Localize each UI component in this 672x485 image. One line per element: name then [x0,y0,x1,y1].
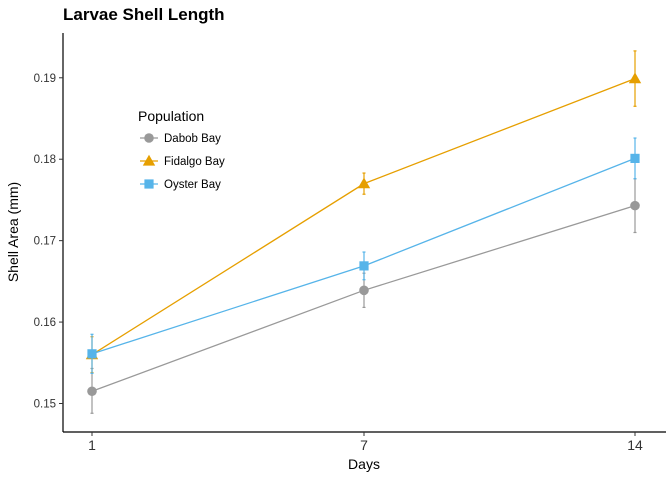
data-point [359,261,369,271]
x-axis-ticks: 1 7 14 [88,432,643,453]
data-point [87,349,97,359]
legend-title: Population [138,108,204,124]
y-tick-label: 0.15 [34,399,56,411]
data-point [357,177,371,189]
x-axis-title: Days [348,456,380,472]
legend-label: Fidalgo Bay [164,156,225,168]
legend-items: Dabob Bay Fidalgo Bay Oyster Bay [140,133,225,191]
series-fidalgo-bay [85,50,642,374]
data-point [628,72,642,84]
data-point [359,285,369,296]
y-tick-label: 0.16 [34,317,56,329]
series-dabob-bay [87,178,640,414]
x-tick-label: 7 [360,437,368,453]
legend-marker [144,133,154,143]
legend-item-oyster-bay: Oyster Bay [140,179,221,191]
data-point [87,386,97,397]
legend-label: Dabob Bay [164,133,221,145]
x-tick-label: 1 [88,437,96,453]
y-axis-ticks: 0.15 0.16 0.17 0.18 0.19 [34,73,63,411]
legend-marker [142,154,156,166]
y-axis-title: Shell Area (mm) [5,182,21,282]
series-layer [85,50,642,414]
legend-label: Oyster Bay [164,179,221,191]
y-tick-label: 0.18 [34,154,56,166]
legend-item-dabob-bay: Dabob Bay [140,133,221,145]
legend-item-fidalgo-bay: Fidalgo Bay [140,154,225,168]
legend: Population Dabob Bay Fidalgo Bay Oyster Ba… [138,108,225,191]
data-point [630,200,640,211]
data-point [630,153,640,163]
y-tick-label: 0.19 [34,73,56,85]
legend-marker [144,179,154,189]
series-oyster-bay [87,137,640,374]
x-tick-label: 14 [627,437,643,453]
chart-title: Larvae Shell Length [63,5,225,24]
y-tick-label: 0.17 [34,236,56,248]
